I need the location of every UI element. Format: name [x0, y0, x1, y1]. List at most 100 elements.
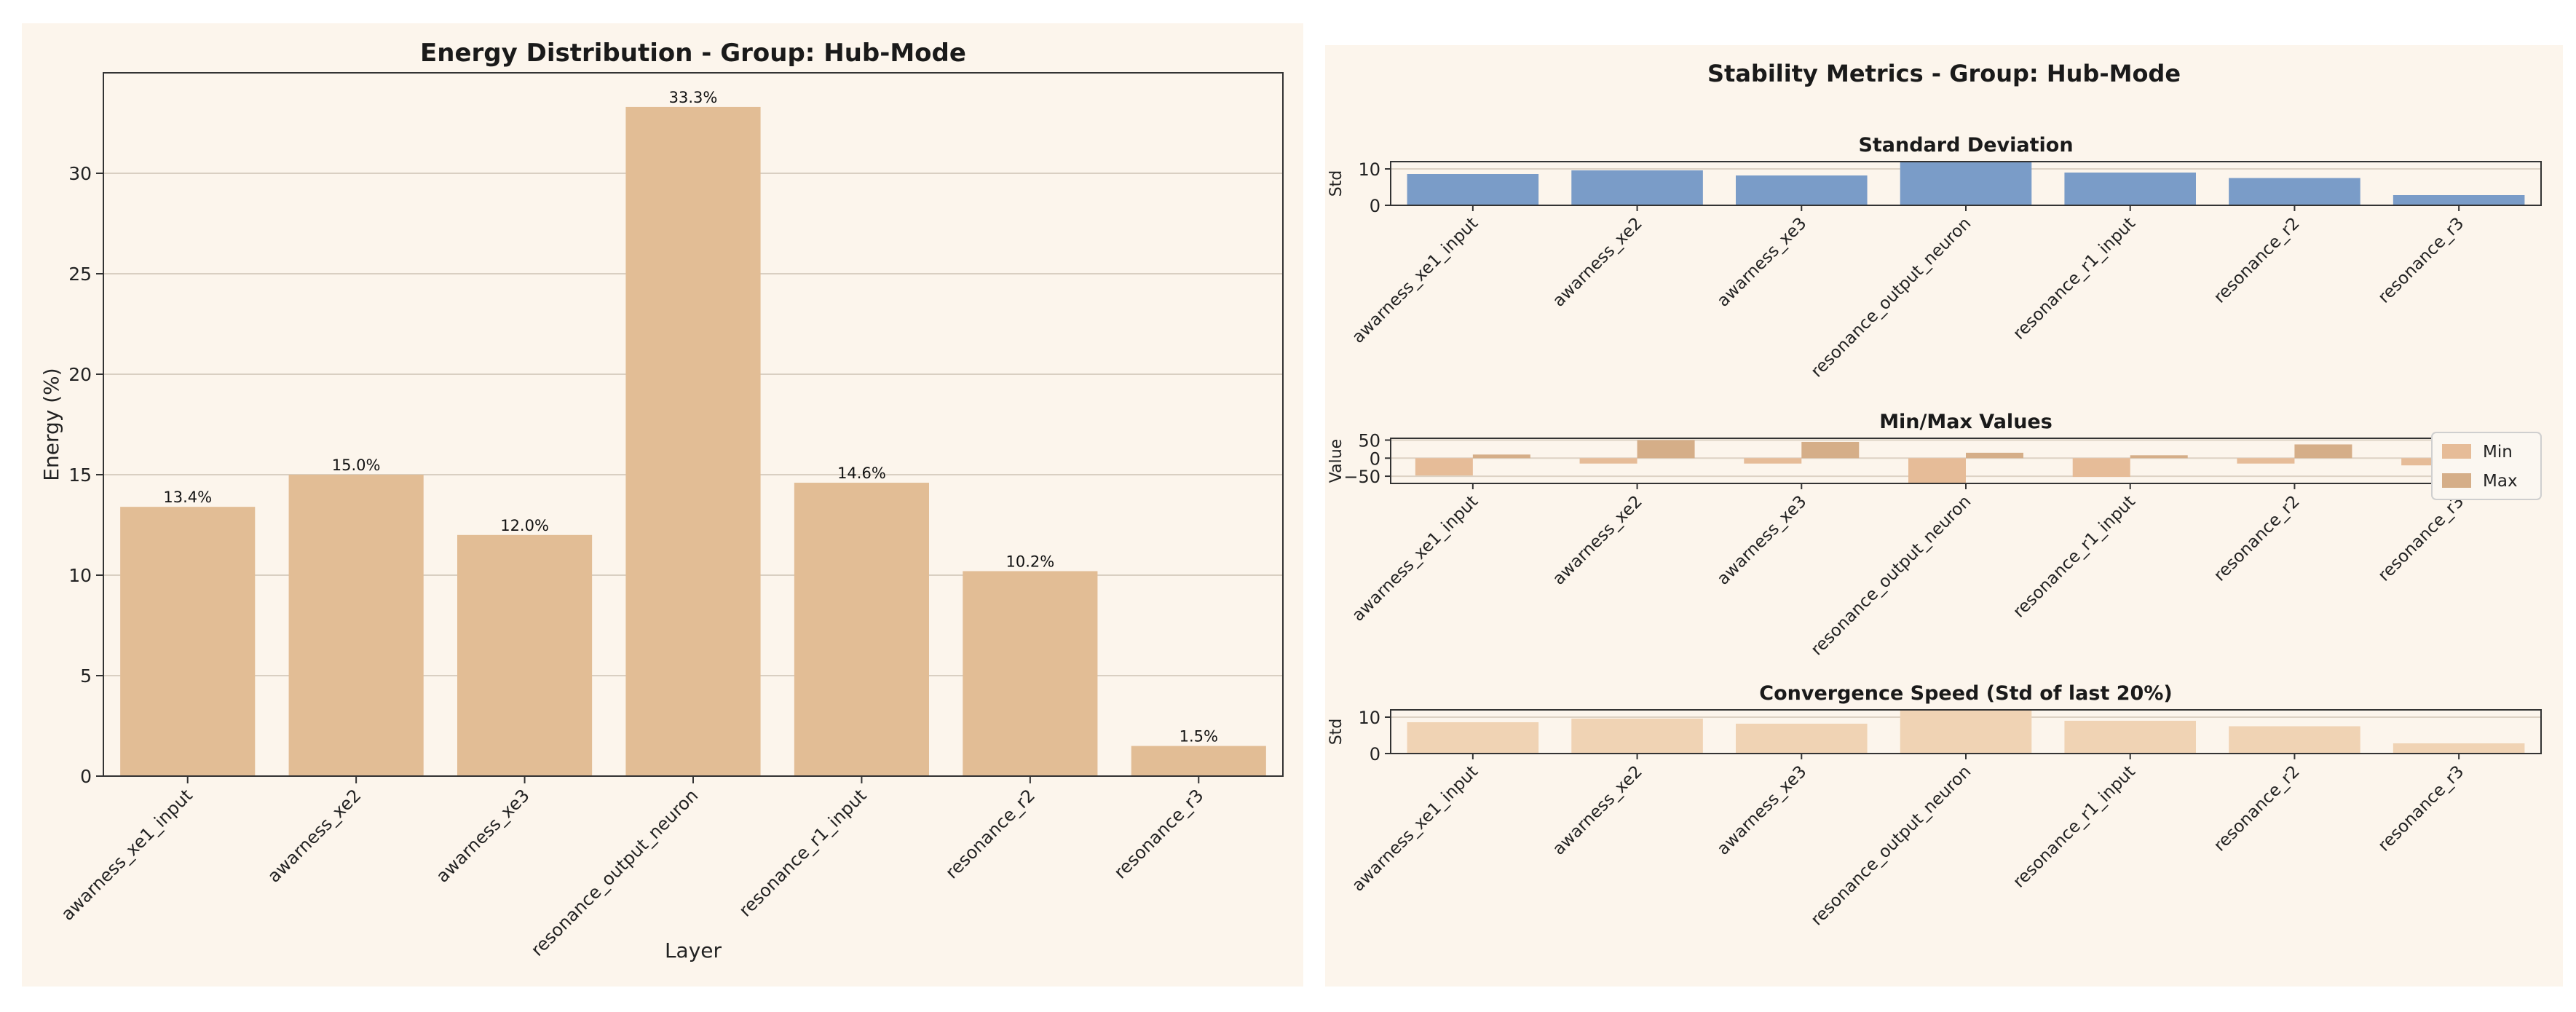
bar — [2393, 743, 2525, 754]
x-tick-label: resonance_r3 — [2375, 214, 2468, 307]
x-tick-label: awarness_xe3 — [1714, 492, 1811, 589]
legend-swatch-min — [2442, 444, 2471, 459]
x-tick-label: resonance_r1_input — [735, 785, 871, 920]
x-tick-label: resonance_r1_input — [2010, 214, 2139, 344]
bar — [1900, 162, 2032, 205]
plot-frame — [103, 72, 1284, 777]
x-tick-label: awarness_xe1_input — [1348, 762, 1482, 896]
bar-max — [1966, 452, 2023, 459]
y-tick-label: 0 — [1370, 448, 1380, 469]
energy-distribution-panel: Energy Distribution - Group: Hub-Mode 0 5 1… — [22, 23, 1303, 987]
legend-swatch-max — [2442, 473, 2471, 488]
x-axis-label: Layer — [665, 938, 722, 962]
bar — [2393, 195, 2525, 205]
plot-frame — [1390, 161, 2542, 206]
x-tick-label: resonance_r1_input — [2010, 492, 2139, 622]
y-axis-label: Value — [1327, 439, 1346, 483]
x-tick-label: awarness_xe3 — [1714, 214, 1811, 311]
bar — [120, 507, 256, 776]
bar-data-label: 10.2% — [1005, 553, 1054, 570]
y-axis-label: Energy (%) — [39, 368, 63, 481]
y-tick-label: 20 — [68, 364, 92, 385]
bar-min — [2237, 458, 2295, 464]
bar-data-label: 12.0% — [500, 517, 549, 534]
bars-group — [1415, 440, 2517, 483]
y-tick-label: 30 — [68, 163, 92, 184]
y-tick-label: 15 — [68, 465, 92, 486]
y-tick-label: 0 — [1370, 196, 1380, 216]
bar — [1571, 170, 1703, 205]
bar-max — [2130, 455, 2188, 459]
y-tick-label: 10 — [68, 565, 92, 586]
bar — [288, 475, 424, 776]
bar — [2064, 173, 2196, 205]
legend-label-min: Min — [2483, 443, 2513, 462]
bar — [1736, 175, 1868, 205]
bar — [2229, 178, 2360, 205]
bar-min — [2401, 458, 2460, 466]
x-tick-label: awarness_xe2 — [1549, 214, 1646, 311]
y-tick-label: 5 — [80, 665, 92, 687]
x-tick-label: resonance_output_neuron — [1807, 214, 1975, 382]
plot-frame — [1390, 709, 2542, 754]
bar-data-label: 15.0% — [332, 456, 381, 474]
y-axis-label: Std — [1327, 719, 1346, 746]
x-tick-label: resonance_r2 — [2210, 214, 2304, 307]
x-tick-label: resonance_r2 — [941, 785, 1039, 882]
bar-max — [1637, 440, 1695, 459]
bar-data-label: 1.5% — [1180, 728, 1218, 746]
x-tick-label: resonance_r2 — [2210, 492, 2304, 585]
x-tick-label: awarness_xe3 — [1714, 762, 1811, 859]
bar-max — [1472, 454, 1530, 459]
x-tick-label: resonance_r3 — [1110, 785, 1208, 882]
bar — [1736, 724, 1868, 754]
bar — [457, 534, 593, 776]
x-tick-label: awarness_xe1_input — [1348, 214, 1482, 347]
bar — [625, 106, 761, 777]
stability-metrics-panel: Stability Metrics - Group: Hub-Mode Stand… — [1325, 45, 2563, 987]
x-tick-label: awarness_xe2 — [1549, 492, 1646, 589]
y-axis-label: Std — [1327, 170, 1346, 197]
bar-min — [1415, 458, 1473, 476]
x-tick-label: awarness_xe1_input — [58, 785, 197, 924]
y-tick-label: 10 — [1358, 708, 1380, 728]
bar — [1131, 746, 1266, 776]
x-tick-label: resonance_r3 — [2375, 762, 2468, 855]
x-tick-label: awarness_xe1_input — [1348, 492, 1482, 625]
x-tick-label: awarness_xe2 — [264, 785, 365, 886]
x-tick-label: awarness_xe2 — [1549, 762, 1646, 859]
chart-title: Energy Distribution - Group: Hub-Mode — [420, 39, 966, 68]
subplot-title: Min/Max Values — [1879, 411, 2052, 433]
bar — [1407, 174, 1539, 205]
bar-data-label: 33.3% — [669, 89, 718, 106]
suptitle: Stability Metrics - Group: Hub-Mode — [1707, 60, 2181, 87]
x-tick-label: resonance_r3 — [2375, 492, 2468, 585]
bar-min — [1908, 458, 1966, 483]
subplot-title: Standard Deviation — [1858, 134, 2073, 157]
x-tick-label: resonance_r2 — [2210, 762, 2304, 855]
bars-group — [1407, 162, 2525, 205]
bar-max — [1801, 441, 1860, 459]
y-tick-label: 10 — [1358, 159, 1380, 180]
bar — [1407, 722, 1539, 754]
y-tick-label: 0 — [1370, 744, 1380, 764]
bar — [1571, 719, 1703, 754]
y-tick-label: 25 — [68, 264, 92, 285]
bar — [963, 571, 1098, 776]
bar — [2229, 726, 2360, 754]
bars-group — [1407, 710, 2525, 754]
y-tick-label: −50 — [1343, 467, 1380, 487]
x-tick-label: resonance_output_neuron — [1807, 492, 1975, 660]
bar-data-label: 14.6% — [837, 465, 886, 482]
bar-max — [2294, 444, 2352, 459]
x-tick-label: awarness_xe3 — [432, 785, 534, 886]
bar-min — [1744, 458, 1802, 464]
energy-distribution-chart: Energy Distribution - Group: Hub-Mode 0 5 1… — [39, 39, 1284, 962]
x-tick-label: resonance_r1_input — [2010, 762, 2139, 892]
legend-label-max: Max — [2483, 472, 2518, 491]
bar-min — [1579, 458, 1637, 464]
y-tick-label: 0 — [80, 766, 92, 787]
bar — [1900, 710, 2032, 754]
x-tick-label: resonance_output_neuron — [527, 785, 702, 960]
bar-data-label: 13.4% — [163, 489, 212, 506]
